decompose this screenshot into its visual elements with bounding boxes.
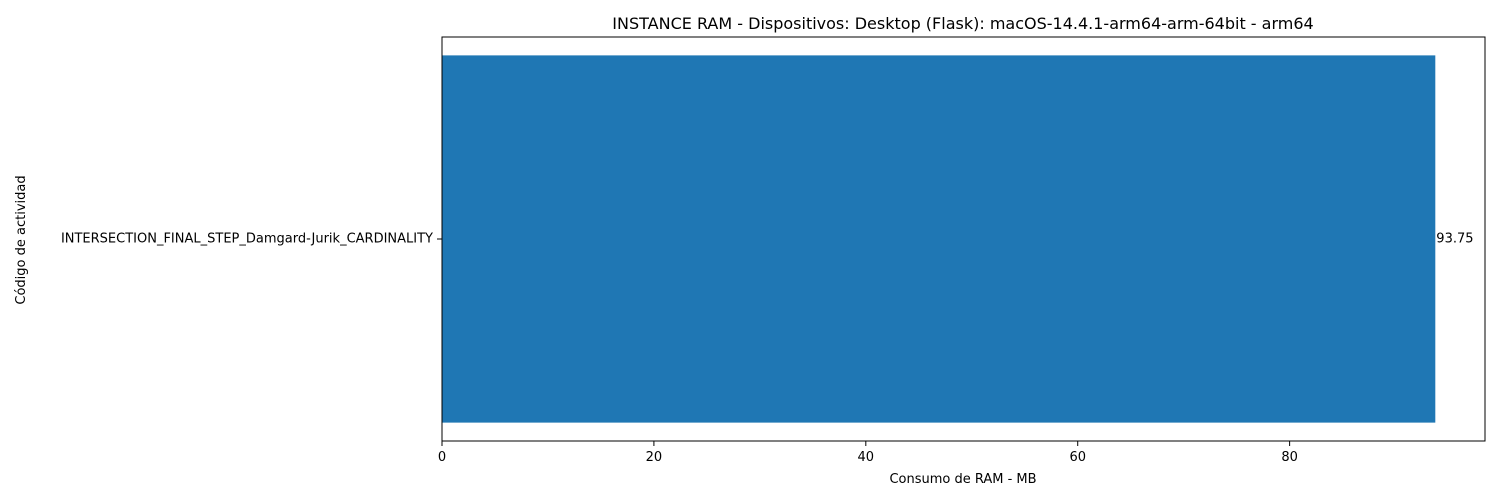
x-tick-label: 80 [1281,450,1298,465]
y-ticks-group: INTERSECTION_FINAL_STEP_Damgard-Jurik_CA… [61,232,442,247]
x-tick-label: 0 [438,450,446,465]
y-axis-label: Código de actividad [14,175,29,304]
bar [442,55,1436,423]
chart-title: INSTANCE RAM - Dispositivos: Desktop (Fl… [612,14,1313,33]
x-axis-label: Consumo de RAM - MB [889,472,1036,487]
x-tick-label: 40 [858,450,875,465]
data-labels-group: 93.75 [1436,232,1473,247]
x-tick-label: 60 [1069,450,1086,465]
y-tick-label: INTERSECTION_FINAL_STEP_Damgard-Jurik_CA… [61,232,433,247]
bar-value-label: 93.75 [1436,232,1473,247]
bars-group [442,55,1436,423]
x-tick-label: 20 [646,450,663,465]
x-ticks-group: 0 20 40 60 80 [438,441,1298,465]
